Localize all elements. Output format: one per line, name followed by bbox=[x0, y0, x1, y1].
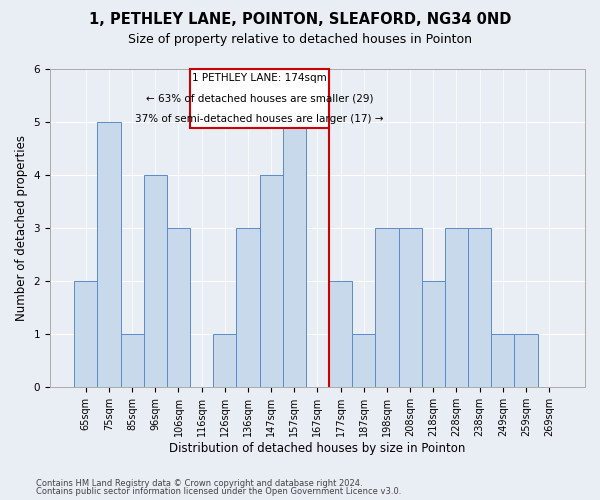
X-axis label: Distribution of detached houses by size in Pointon: Distribution of detached houses by size … bbox=[169, 442, 466, 455]
Bar bbox=[283, 122, 306, 388]
Bar bbox=[213, 334, 236, 388]
Text: 1, PETHLEY LANE, POINTON, SLEAFORD, NG34 0ND: 1, PETHLEY LANE, POINTON, SLEAFORD, NG34… bbox=[89, 12, 511, 28]
Bar bbox=[514, 334, 538, 388]
Bar bbox=[398, 228, 422, 388]
Bar bbox=[167, 228, 190, 388]
Bar bbox=[445, 228, 468, 388]
Text: 37% of semi-detached houses are larger (17) →: 37% of semi-detached houses are larger (… bbox=[135, 114, 384, 124]
Bar bbox=[74, 281, 97, 388]
Bar bbox=[260, 175, 283, 388]
FancyBboxPatch shape bbox=[190, 69, 329, 128]
Bar bbox=[468, 228, 491, 388]
Bar bbox=[329, 281, 352, 388]
Y-axis label: Number of detached properties: Number of detached properties bbox=[15, 135, 28, 321]
Text: Contains public sector information licensed under the Open Government Licence v3: Contains public sector information licen… bbox=[36, 487, 401, 496]
Bar bbox=[491, 334, 514, 388]
Text: Size of property relative to detached houses in Pointon: Size of property relative to detached ho… bbox=[128, 32, 472, 46]
Bar bbox=[97, 122, 121, 388]
Bar bbox=[376, 228, 398, 388]
Bar bbox=[144, 175, 167, 388]
Bar bbox=[121, 334, 144, 388]
Bar bbox=[352, 334, 376, 388]
Bar bbox=[236, 228, 260, 388]
Bar bbox=[422, 281, 445, 388]
Text: ← 63% of detached houses are smaller (29): ← 63% of detached houses are smaller (29… bbox=[146, 94, 373, 104]
Text: 1 PETHLEY LANE: 174sqm: 1 PETHLEY LANE: 174sqm bbox=[192, 73, 327, 83]
Text: Contains HM Land Registry data © Crown copyright and database right 2024.: Contains HM Land Registry data © Crown c… bbox=[36, 478, 362, 488]
